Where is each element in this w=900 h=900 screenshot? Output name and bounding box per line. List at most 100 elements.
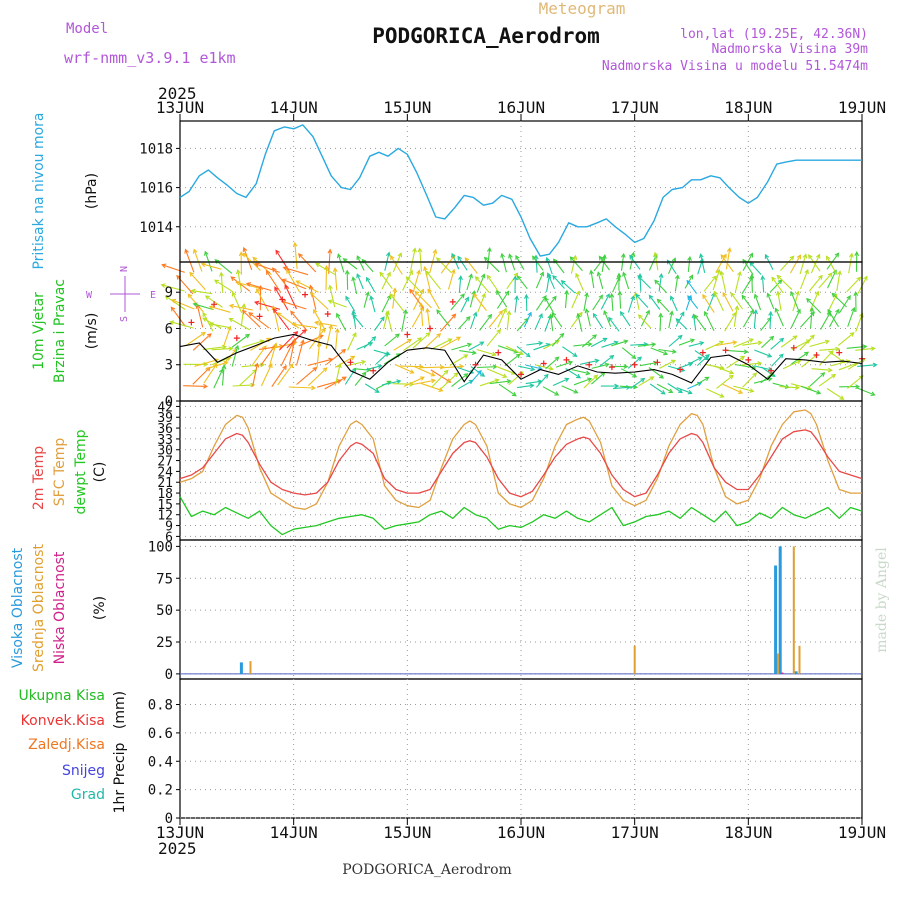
wind-arrow (457, 316, 471, 330)
temperature-ytick-label: 21 (157, 476, 173, 491)
wind-arrow (561, 385, 578, 394)
precip-ytick-label: 0 (165, 811, 173, 827)
wind-ytick-label: 3 (165, 358, 173, 374)
wind-arrow-head (242, 252, 248, 258)
wind-arrow (192, 333, 212, 351)
wind-arrow (352, 277, 358, 295)
wind-arrow (426, 271, 442, 290)
wind-arrow (243, 247, 253, 271)
wind-arrow (597, 272, 604, 289)
wind-arrow (420, 382, 443, 392)
wind-arrow (581, 334, 597, 348)
wind-arrow-head (412, 247, 417, 253)
xtick-top-label: 18JUN (724, 98, 772, 117)
wind-arrow (637, 343, 656, 347)
wind-arrow (775, 308, 784, 327)
wind-arrow-head (430, 372, 436, 377)
xtick-top-label: 13JUN (156, 98, 204, 117)
wind-arrow-head (417, 337, 423, 342)
wind-arrow-head (760, 274, 766, 281)
wind-arrow-head (834, 252, 840, 258)
wind-gust-marker (836, 349, 843, 356)
wind-arrow (384, 353, 401, 365)
wind-arrow-head (776, 274, 782, 280)
wind-arrow-head (502, 307, 507, 313)
wind-arrow (213, 369, 224, 389)
model-name: wrf-nmm_v3.9.1 e1km (64, 49, 236, 67)
wind-arrow-head (533, 254, 539, 260)
wind-arrow-head (751, 365, 757, 370)
wind-arrow (837, 332, 855, 346)
wind-arrow (790, 291, 800, 311)
wind-arrow-head (594, 358, 600, 364)
wind-arrow-head (418, 302, 424, 308)
wind-arrow-head (309, 292, 315, 297)
wind-arrow (256, 288, 269, 312)
wind-arrow-head (161, 263, 167, 269)
wind-arrow (352, 314, 364, 328)
wind-arrow (353, 368, 371, 371)
temperature-dewpt-line (179, 496, 863, 536)
year-bottom: 2025 (158, 839, 197, 858)
wind-arrow-head (527, 311, 532, 317)
wind-arrow-head (290, 310, 295, 316)
wind-arrow (308, 328, 326, 350)
wind-arrow-head (245, 282, 252, 287)
wind-arrow-head (704, 310, 709, 316)
wind-arrow-head (743, 349, 749, 355)
wind-arrow-head (543, 373, 549, 379)
wind-arrow-head (512, 275, 518, 281)
wind-arrow (590, 337, 607, 348)
wind-arrow (856, 387, 875, 396)
wind-arrow-head (670, 359, 677, 365)
wind-arrow (619, 385, 637, 388)
wind-arrow (608, 317, 620, 332)
wind-arrow (555, 361, 573, 368)
wind-arrow-head (405, 276, 411, 282)
wind-arrow (440, 254, 456, 274)
wind-arrow-head (716, 268, 721, 274)
wind-gust-marker (745, 356, 752, 363)
wind-arrow-head (313, 308, 318, 314)
wind-arrow-head (170, 298, 177, 304)
wind-arrow-head (576, 373, 582, 379)
wind-arrow-head (496, 328, 502, 334)
wind-arrow-head (748, 338, 754, 343)
wind-arrow (260, 363, 273, 387)
wind-arrow-head (687, 295, 692, 301)
wind-arrow-head (658, 272, 664, 278)
wind-arrow (809, 340, 830, 348)
wind-arrow-head (850, 306, 856, 313)
precip-legend-total: Ukupna Kisa (18, 688, 105, 704)
wind-arrow (280, 342, 294, 367)
wind-arrow (230, 276, 251, 292)
wind-arrow (401, 309, 407, 332)
wind-arrow (571, 291, 580, 309)
wind-arrow (239, 369, 257, 386)
year-top: 2025 (158, 84, 197, 103)
wind-arrow-head (827, 308, 832, 314)
wind-arrow-head (804, 268, 809, 275)
wind-arrow-head (169, 320, 175, 325)
wind-arrow (431, 370, 449, 388)
wind-arrow-head (351, 309, 357, 315)
wind-arrow-head (460, 293, 465, 299)
wind-arrow (611, 293, 614, 311)
wind-arrow (722, 292, 734, 312)
wind-arrow (818, 350, 834, 366)
wind-arrow (506, 311, 510, 331)
cloud-bar (794, 671, 798, 674)
wind-arrow (475, 276, 490, 294)
wind-arrow (742, 372, 757, 388)
wind-arrow (329, 285, 336, 308)
wind-arrow (523, 312, 532, 328)
wind-arrow-head (417, 247, 423, 253)
wind-arrow-head (719, 340, 725, 346)
wind-arrow (193, 303, 214, 311)
wind-arrow-head (669, 310, 674, 316)
wind-arrow-head (688, 274, 694, 280)
wind-gust-marker (563, 356, 570, 363)
wind-arrow-head (659, 374, 665, 379)
wind-arrow-head (463, 354, 469, 359)
temperature-ytick-label: 27 (157, 455, 173, 470)
